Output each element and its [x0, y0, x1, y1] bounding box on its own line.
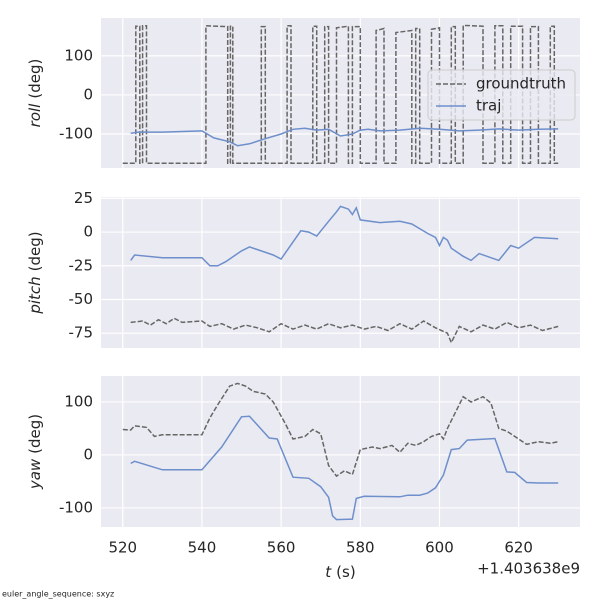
y-tick-label: 100	[64, 392, 93, 410]
series-group	[122, 382, 559, 521]
y-label-unit: (deg)	[26, 414, 44, 454]
x-tick-label: 620	[504, 539, 533, 557]
line	[130, 415, 559, 521]
line	[130, 205, 559, 267]
y-tick-label: 0	[83, 85, 93, 103]
legend-label: groundtruth	[476, 75, 566, 93]
x-axis-label: t (s)	[325, 563, 355, 581]
y-tick-label: -50	[69, 290, 94, 308]
y-label-unit: (deg)	[26, 59, 44, 99]
y-tick-label: 0	[83, 223, 93, 241]
y-tick-label: -100	[59, 125, 93, 143]
y-tick-label: 0	[83, 445, 93, 463]
x-label-unit: (s)	[336, 563, 356, 581]
y-tick-label: 100	[64, 46, 93, 64]
y-label-var: pitch	[26, 276, 44, 314]
x-tick-label: 580	[346, 539, 375, 557]
x-tick-label: 600	[425, 539, 454, 557]
line	[130, 317, 559, 345]
line	[122, 382, 559, 478]
y-label-unit: (deg)	[26, 231, 44, 271]
y-tick-label: 25	[74, 189, 93, 207]
y-tick-label: -75	[69, 324, 94, 342]
plot-area	[101, 197, 580, 348]
legend-label: traj	[476, 97, 501, 115]
legend-box	[427, 69, 576, 121]
y-axis-label: pitch (deg)	[26, 231, 44, 314]
y-tick-label: -100	[59, 498, 93, 516]
plot-area	[101, 376, 580, 527]
x-tick-label: 540	[188, 539, 217, 557]
x-label-var: t	[325, 563, 332, 581]
y-label-var: yaw	[26, 458, 44, 490]
y-axis-label: yaw (deg)	[26, 414, 44, 490]
x-tick-label: 560	[267, 539, 296, 557]
footnote: euler_angle_sequence: sxyz	[2, 590, 114, 599]
x-offset: +1.403638e9	[477, 560, 580, 578]
y-axis-label: roll (deg)	[26, 59, 44, 128]
series-group	[130, 205, 559, 345]
y-tick-label: -25	[69, 256, 94, 274]
y-label-var: roll	[26, 103, 44, 128]
x-tick-label: 520	[108, 539, 137, 557]
line	[130, 127, 559, 147]
